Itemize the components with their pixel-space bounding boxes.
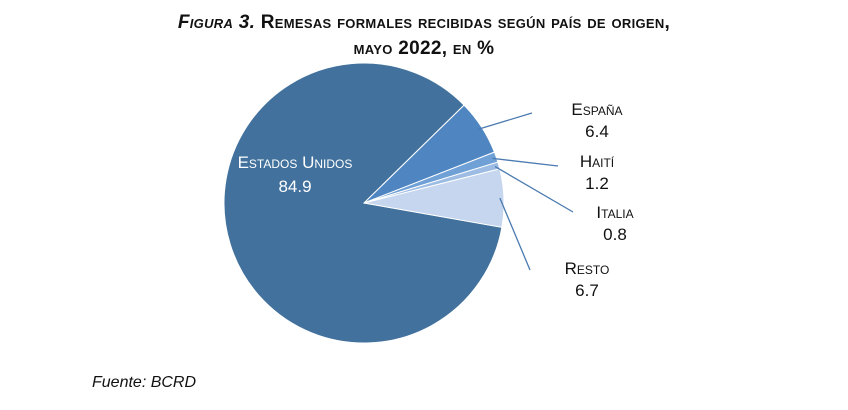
- slice-value-italia: 0.8: [603, 225, 627, 244]
- slice-label-haiti: Haití: [580, 152, 615, 171]
- source-note: Fuente: BCRD: [92, 374, 197, 391]
- slice-label-estados-unidos: Estados Unidos: [238, 153, 353, 172]
- chart-title-line1: Figura 3. Remesas formales recibidas seg…: [0, 12, 848, 34]
- chart-title-line2: mayo 2022, en %: [353, 38, 495, 59]
- figure-prefix: Figura 3.: [177, 12, 256, 33]
- slice-value-espana: 6.4: [585, 122, 609, 141]
- leader-line-resto: [499, 197, 531, 271]
- leader-line-haiti: [492, 157, 559, 167]
- title-text: Remesas formales recibidas según país de…: [260, 12, 671, 33]
- slice-value-estados-unidos: 84.9: [278, 177, 311, 196]
- slice-value-haiti: 1.2: [585, 174, 609, 193]
- pie-slice-estados-unidos: [223, 62, 503, 344]
- leader-line-espana: [478, 112, 533, 130]
- slice-label-italia: Italia: [596, 203, 633, 222]
- slice-label-espana: España: [571, 100, 622, 119]
- leader-line-italia: [494, 165, 574, 213]
- slice-label-resto: Resto: [565, 259, 610, 278]
- slice-value-resto: 6.7: [575, 281, 599, 300]
